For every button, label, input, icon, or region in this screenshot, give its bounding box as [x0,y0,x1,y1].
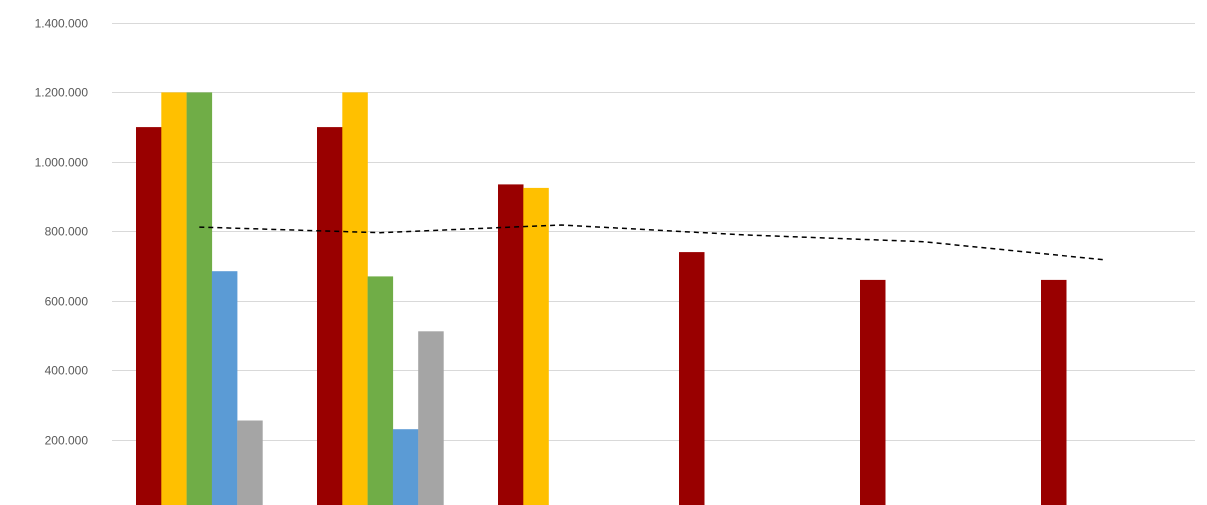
bars [136,92,1067,505]
y-tick-label: 200.000 [45,434,89,448]
bar [418,331,444,505]
y-tick-label: 1.400.000 [35,17,89,31]
bar [367,276,394,505]
y-tick-label: 800.000 [45,225,89,239]
bar [186,92,213,505]
bar [523,187,549,505]
bar [342,92,368,505]
y-tick-label: 1.200.000 [35,86,89,100]
y-tick-label: 400.000 [45,364,89,378]
bar [237,420,263,505]
bar [161,92,187,505]
y-axis-tick-labels: 1.400.000 1.200.000 1.000.000 800.000 600.00… [35,17,89,505]
bar [211,271,238,505]
gridlines [112,23,1195,441]
bar [860,279,886,505]
bar [498,184,524,505]
bar [1041,279,1067,505]
bar [136,127,162,505]
bar [317,127,343,505]
bar [679,252,705,505]
bar [392,429,419,505]
trend-line-layer [199,224,1105,261]
y-tick-label: 1.000.000 [35,156,89,170]
trend-line [199,224,1105,261]
y-tick-label: - [84,503,88,505]
y-tick-label: 600.000 [45,295,89,309]
